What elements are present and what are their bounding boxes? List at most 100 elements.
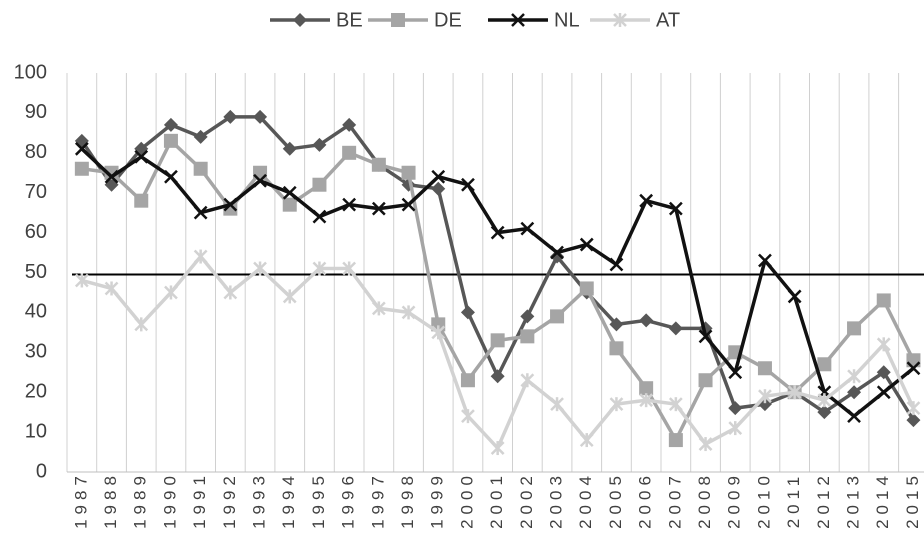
marker	[906, 353, 921, 368]
marker	[490, 225, 505, 240]
x-tick-label: 1988	[101, 471, 120, 529]
marker-stroke	[164, 169, 178, 184]
marker	[550, 397, 564, 412]
marker	[282, 185, 297, 200]
marker	[579, 433, 594, 448]
marker-stroke	[511, 13, 525, 27]
marker	[134, 149, 149, 164]
marker	[401, 197, 416, 212]
x-tick-label: 2009	[725, 471, 744, 529]
marker-stroke	[579, 237, 594, 252]
marker	[490, 369, 505, 384]
legend-item: NL	[488, 9, 580, 31]
marker	[847, 369, 861, 384]
x-tick-label: 1989	[131, 471, 150, 529]
marker	[758, 389, 772, 404]
marker	[639, 393, 654, 408]
marker-stroke	[342, 197, 357, 212]
x-tick-label: 2012	[814, 471, 833, 529]
marker	[460, 373, 475, 388]
marker	[293, 13, 307, 27]
marker-stroke	[490, 225, 505, 240]
marker	[223, 197, 238, 212]
marker	[613, 13, 627, 27]
marker	[371, 201, 386, 216]
y-tick-label: 50	[25, 261, 47, 283]
y-tick-label: 20	[25, 380, 47, 402]
marker	[817, 405, 832, 420]
marker	[342, 261, 357, 276]
marker-stroke	[847, 409, 861, 424]
marker	[312, 177, 327, 192]
y-tick-label: 80	[25, 141, 47, 163]
marker-stroke	[787, 289, 802, 304]
marker	[282, 289, 297, 304]
marker	[609, 397, 624, 412]
marker-stroke	[758, 253, 772, 268]
series-line	[81, 254, 916, 450]
x-tick-label: 2011	[784, 472, 803, 529]
marker	[668, 201, 683, 216]
marker	[104, 169, 119, 184]
y-tick-label: 0	[36, 460, 47, 482]
y-tick-label: 90	[25, 101, 47, 123]
marker	[728, 421, 743, 436]
marker	[787, 385, 802, 400]
marker	[461, 409, 475, 424]
x-tick-label: 2014	[873, 471, 892, 529]
marker	[609, 341, 624, 356]
marker	[550, 245, 564, 260]
legend-item: BE	[270, 9, 363, 31]
marker	[461, 177, 475, 192]
y-tick-label: 10	[25, 420, 47, 442]
marker	[639, 193, 654, 208]
marker-stroke	[253, 173, 267, 188]
marker	[163, 133, 178, 148]
marker	[134, 317, 149, 332]
marker	[460, 305, 475, 320]
marker	[490, 333, 505, 348]
x-tick-label: 2008	[695, 471, 714, 529]
x-tick-label: 2015	[903, 471, 922, 529]
marker	[639, 381, 654, 396]
marker-stroke	[639, 193, 654, 208]
marker	[74, 273, 89, 288]
x-tick-label: 2006	[636, 471, 655, 529]
x-tick-label: 1993	[250, 471, 269, 529]
marker	[817, 357, 832, 372]
marker	[876, 293, 891, 308]
marker	[342, 145, 357, 160]
marker	[698, 329, 713, 344]
marker-stroke	[728, 365, 743, 380]
legend-label: DE	[434, 9, 462, 31]
marker	[757, 361, 772, 376]
marker	[431, 325, 446, 340]
marker-stroke	[401, 197, 416, 212]
marker	[758, 253, 772, 268]
marker-stroke	[193, 205, 208, 220]
marker	[193, 249, 208, 264]
marker	[431, 169, 446, 184]
x-tick-label: 1998	[398, 471, 417, 529]
marker	[312, 137, 327, 152]
marker	[223, 109, 238, 124]
marker	[193, 129, 208, 144]
marker	[906, 401, 921, 416]
x-tick-label: 1992	[220, 471, 239, 529]
x-tick-label: 2002	[517, 471, 536, 529]
marker-stroke	[461, 177, 475, 192]
legend-label: AT	[656, 9, 680, 31]
y-tick-label: 100	[14, 61, 47, 83]
marker	[698, 437, 713, 452]
marker	[639, 313, 654, 328]
marker	[193, 205, 208, 220]
x-tick-label: 2003	[547, 471, 566, 529]
marker	[312, 209, 327, 224]
marker	[74, 161, 89, 176]
marker	[312, 261, 327, 276]
marker-stroke	[74, 141, 89, 156]
x-tick-label: 2001	[487, 471, 506, 529]
marker	[164, 285, 178, 300]
x-tick-label: 1994	[279, 471, 298, 529]
